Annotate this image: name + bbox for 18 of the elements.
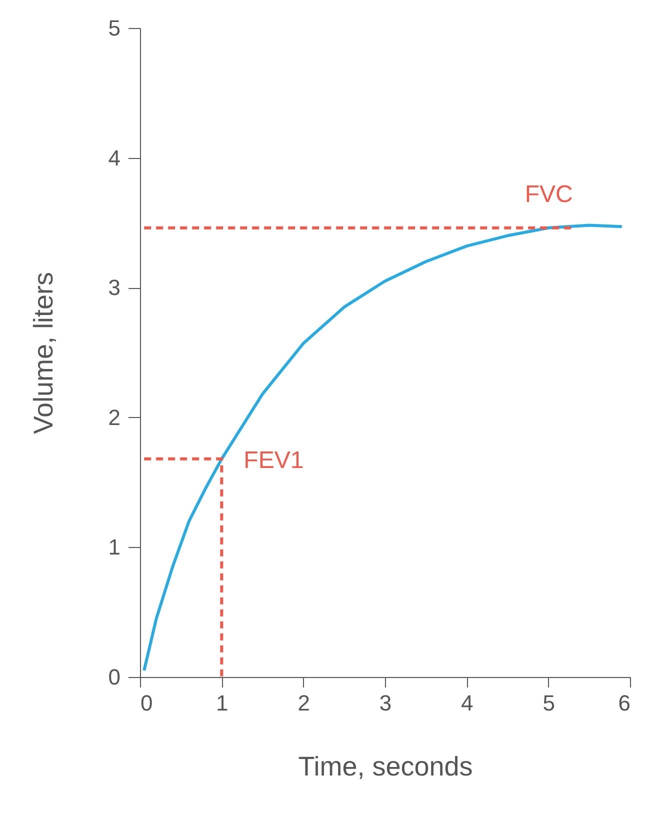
x-tick-label: 4	[461, 690, 474, 716]
annotation: FVC	[524, 180, 573, 208]
y-tick-label: 2	[108, 404, 120, 430]
line-series	[142, 224, 624, 672]
x-axis-title: Time, seconds	[298, 752, 473, 782]
x-tick-label: 2	[298, 690, 310, 716]
annotation: FEV1	[244, 446, 304, 474]
y-tick-label: 1	[108, 534, 120, 560]
x-tick-label: 6	[618, 690, 630, 716]
y-tick-label: 5	[108, 16, 120, 40]
x-tick-label: 3	[379, 690, 392, 716]
x-tick-label: 0	[140, 690, 153, 716]
y-tick-label: 4	[108, 145, 120, 170]
x-tick-label: 5	[542, 690, 555, 716]
y-tick-label: 0	[108, 664, 120, 690]
x-tick-label: 1	[216, 690, 228, 716]
y-axis-title: Volume, liters	[28, 272, 58, 434]
y-tick-label: 3	[108, 275, 120, 300]
